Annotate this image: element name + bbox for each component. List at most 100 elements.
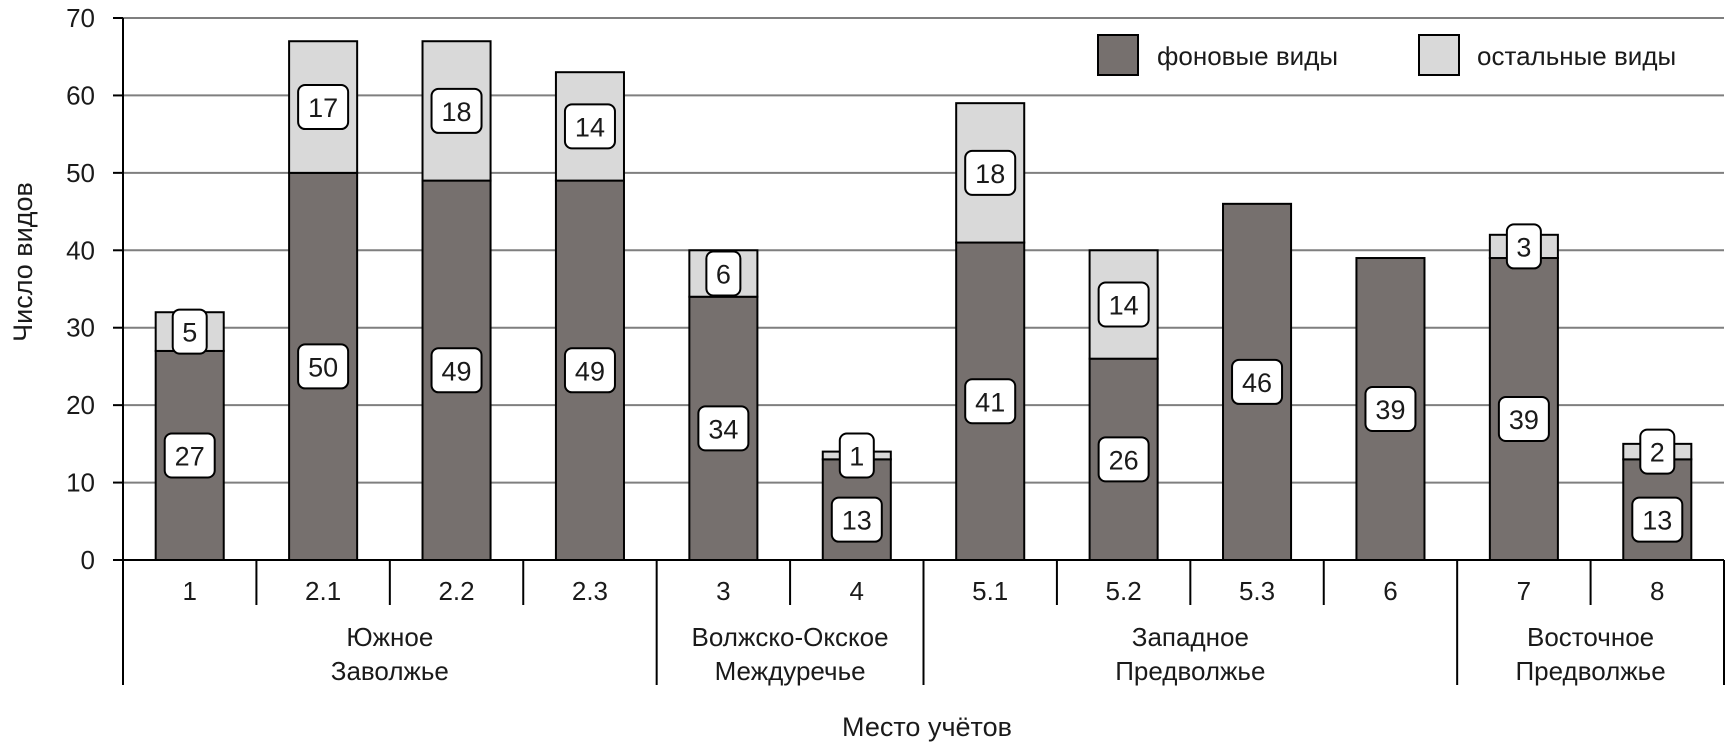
y-tick-label: 0: [81, 545, 95, 575]
group-label: Заволжье: [331, 656, 449, 686]
data-label-box: [830, 496, 883, 543]
group-label: Южное: [346, 622, 433, 652]
data-label-text: 34: [708, 414, 738, 444]
data-label-box: [1097, 281, 1150, 328]
x-category-label: 2.1: [305, 576, 341, 606]
data-label-text: 18: [442, 97, 472, 127]
data-label-text: 1: [849, 441, 864, 471]
data-label-text: 17: [308, 93, 338, 123]
x-category-label: 2.2: [438, 576, 474, 606]
data-labels: 27 5 50 17 49 18 49 14 34 6 13 1 41 18 26 14 46 39 39 3 13 2: [163, 84, 1684, 543]
data-label-background: 27: [163, 432, 216, 479]
data-label-box: [697, 405, 750, 452]
data-label-other: 6: [705, 250, 742, 297]
x-category-label: 5.2: [1106, 576, 1142, 606]
data-label-box: [1497, 396, 1550, 443]
x-category-label: 7: [1517, 576, 1531, 606]
data-label-text: 41: [975, 387, 1005, 417]
data-label-other: 5: [171, 308, 208, 355]
data-label-text: 13: [1642, 506, 1672, 536]
x-category-label: 3: [716, 576, 730, 606]
data-label-text: 3: [1516, 232, 1531, 262]
group-label: Междуречье: [715, 656, 866, 686]
data-label-text: 14: [575, 112, 605, 142]
data-label-box: [1505, 223, 1542, 270]
data-label-box: [163, 432, 216, 479]
group-label: Предволжье: [1115, 656, 1265, 686]
data-label-background: 39: [1497, 396, 1550, 443]
data-label-text: 49: [442, 356, 472, 386]
legend: фоновые виды остальные виды: [1097, 34, 1676, 76]
x-category-label: 2.3: [572, 576, 608, 606]
data-label-background: 46: [1231, 358, 1284, 405]
data-label-box: [297, 84, 350, 131]
data-label-other: 17: [297, 84, 350, 131]
data-label-other: 14: [563, 103, 616, 150]
data-label-text: 26: [1109, 445, 1139, 475]
legend-swatch: [1097, 34, 1139, 76]
data-label-text: 5: [182, 318, 197, 348]
x-category-label: 6: [1383, 576, 1397, 606]
data-label-other: 1: [838, 432, 875, 479]
y-tick-label: 60: [66, 80, 95, 110]
legend-swatch: [1418, 34, 1460, 76]
x-category-label: 8: [1650, 576, 1664, 606]
data-label-box: [1639, 428, 1676, 475]
data-label-text: 27: [175, 441, 205, 471]
data-label-text: 13: [842, 506, 872, 536]
x-axis-label: Место учётов: [842, 712, 1012, 742]
data-label-background: 50: [297, 343, 350, 390]
data-label-box: [563, 347, 616, 394]
y-tick-label: 40: [66, 235, 95, 265]
data-label-box: [838, 432, 875, 479]
data-label-box: [1231, 358, 1284, 405]
data-label-other: 18: [964, 149, 1017, 196]
y-axis-label: Число видов: [8, 182, 38, 342]
data-label-text: 18: [975, 159, 1005, 189]
data-label-background: 39: [1364, 386, 1417, 433]
data-label-text: 39: [1375, 395, 1405, 425]
data-label-other: 2: [1639, 428, 1676, 475]
data-label-background: 41: [964, 378, 1017, 425]
data-label-box: [171, 308, 208, 355]
x-category-label: 5.3: [1239, 576, 1275, 606]
x-category-label: 4: [850, 576, 864, 606]
data-label-box: [964, 149, 1017, 196]
data-label-box: [430, 347, 483, 394]
data-label-background: 13: [830, 496, 883, 543]
y-tick-label: 30: [66, 313, 95, 343]
data-label-other: 3: [1505, 223, 1542, 270]
data-label-text: 46: [1242, 368, 1272, 398]
data-label-box: [430, 87, 483, 134]
gridlines: [123, 17, 1724, 484]
data-label-box: [705, 250, 742, 297]
data-label-background: 13: [1631, 496, 1684, 543]
data-label-box: [1631, 496, 1684, 543]
y-tick-label: 20: [66, 390, 95, 420]
data-label-text: 2: [1650, 438, 1665, 468]
data-label-text: 49: [575, 356, 605, 386]
data-label-text: 50: [308, 352, 338, 382]
data-label-text: 14: [1109, 290, 1139, 320]
y-tick-label: 70: [66, 3, 95, 33]
x-category-label: 1: [182, 576, 196, 606]
y-tick-label: 50: [66, 158, 95, 188]
data-label-box: [563, 103, 616, 150]
data-label-box: [964, 378, 1017, 425]
data-label-background: 49: [430, 347, 483, 394]
legend-entry: остальные виды: [1477, 41, 1676, 71]
data-label-text: 39: [1509, 405, 1539, 435]
group-label: Восточное: [1527, 622, 1654, 652]
data-label-background: 49: [563, 347, 616, 394]
legend-entry: фоновые виды: [1157, 41, 1338, 71]
data-label-other: 14: [1097, 281, 1150, 328]
data-label-background: 26: [1097, 436, 1150, 483]
data-label-box: [297, 343, 350, 390]
data-label-box: [1364, 386, 1417, 433]
x-category-label: 5.1: [972, 576, 1008, 606]
group-label: Предволжье: [1515, 656, 1665, 686]
group-label: Западное: [1132, 622, 1249, 652]
